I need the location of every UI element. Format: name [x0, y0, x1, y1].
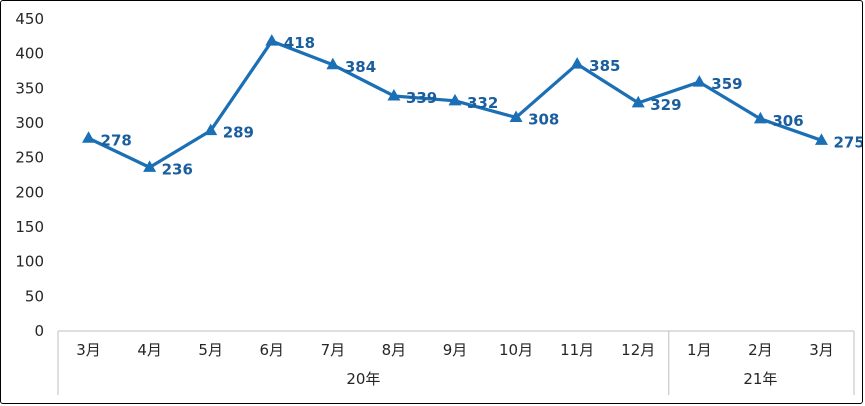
data-point-marker [204, 123, 218, 136]
data-point-label: 332 [467, 94, 498, 112]
data-point-label: 278 [101, 131, 132, 149]
x-axis-tick-label: 3月 [76, 341, 101, 359]
y-axis-tick-label: 300 [15, 114, 44, 132]
x-axis-tick-label: 12月 [621, 341, 655, 359]
y-axis-tick-label: 400 [15, 45, 44, 63]
data-point-marker [631, 95, 645, 108]
data-point-label: 418 [284, 34, 315, 52]
x-axis-tick-label: 6月 [259, 341, 284, 359]
y-axis-tick-label: 450 [15, 10, 44, 28]
x-axis-tick-label: 9月 [443, 341, 468, 359]
y-axis-tick-label: 250 [15, 149, 44, 167]
x-axis-group-label: 21年 [743, 370, 777, 388]
data-point-marker [509, 110, 523, 122]
data-point-marker [692, 75, 706, 87]
x-axis-tick-label: 8月 [382, 341, 407, 359]
x-axis-tick-label: 10月 [499, 341, 533, 359]
x-axis-tick-label: 2月 [748, 341, 773, 359]
y-axis-tick-label: 200 [15, 183, 44, 201]
x-axis-group-label: 20年 [346, 370, 380, 388]
data-point-label: 385 [589, 57, 620, 75]
data-point-marker [82, 131, 96, 143]
y-axis-tick-label: 0 [34, 322, 44, 340]
data-point-marker [570, 57, 584, 69]
x-axis-tick-label: 5月 [198, 341, 223, 359]
x-axis-tick-label: 1月 [687, 341, 712, 359]
y-axis-tick-label: 50 [25, 287, 44, 305]
x-axis-tick-label: 4月 [137, 341, 162, 359]
data-point-label: 236 [162, 160, 193, 178]
data-point-label: 275 [833, 133, 863, 151]
data-point-label: 329 [650, 96, 681, 114]
x-axis-tick-label: 7月 [321, 341, 346, 359]
data-point-label: 339 [406, 89, 437, 107]
data-point-marker [326, 57, 340, 70]
data-point-marker [143, 160, 157, 172]
x-axis-tick-label: 3月 [809, 341, 834, 359]
data-point-label: 289 [223, 124, 254, 142]
y-axis-tick-label: 350 [15, 79, 44, 97]
data-point-marker [387, 88, 401, 101]
data-point-marker [265, 34, 279, 46]
x-axis-tick-label: 11月 [560, 341, 594, 359]
data-point-label: 308 [528, 110, 559, 128]
y-axis-tick-label: 150 [15, 218, 44, 236]
y-axis-tick-label: 100 [15, 253, 44, 271]
data-point-label: 306 [772, 112, 803, 130]
data-point-marker [814, 133, 828, 145]
data-point-marker [448, 93, 462, 106]
data-point-label: 359 [711, 75, 742, 93]
data-point-marker [753, 111, 767, 124]
data-point-label: 384 [345, 58, 376, 76]
